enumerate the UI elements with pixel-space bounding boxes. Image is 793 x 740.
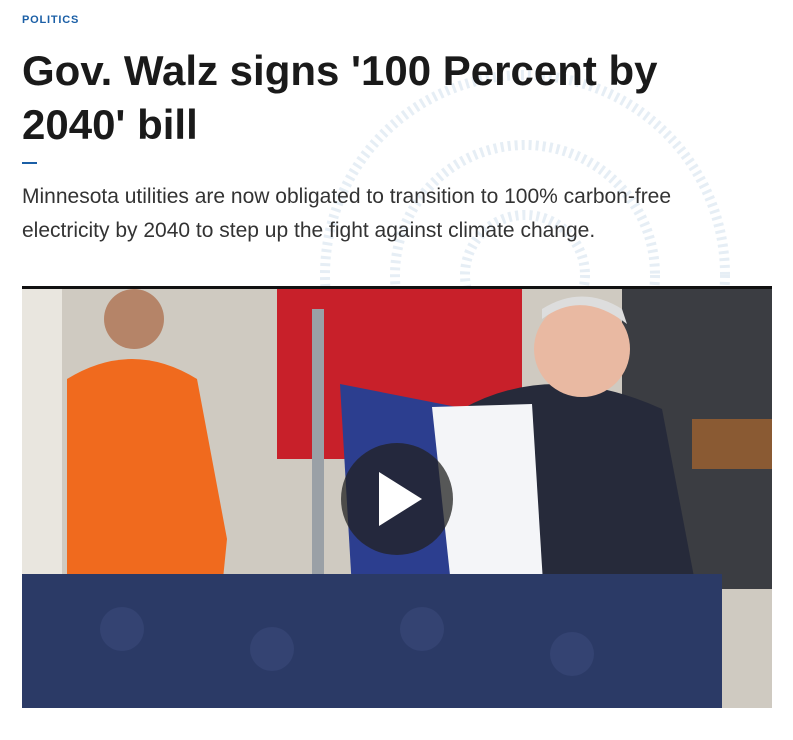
category[interactable]: POLITICS bbox=[22, 14, 80, 26]
play-icon[interactable] bbox=[379, 472, 422, 526]
headline: Gov. Walz signs '100 Percent by 2040' bi… bbox=[22, 47, 658, 148]
video-player[interactable] bbox=[22, 286, 772, 708]
video-frame bbox=[22, 289, 772, 708]
summary: Minnesota utilities are now obligated to… bbox=[22, 185, 672, 242]
divider bbox=[22, 162, 37, 164]
